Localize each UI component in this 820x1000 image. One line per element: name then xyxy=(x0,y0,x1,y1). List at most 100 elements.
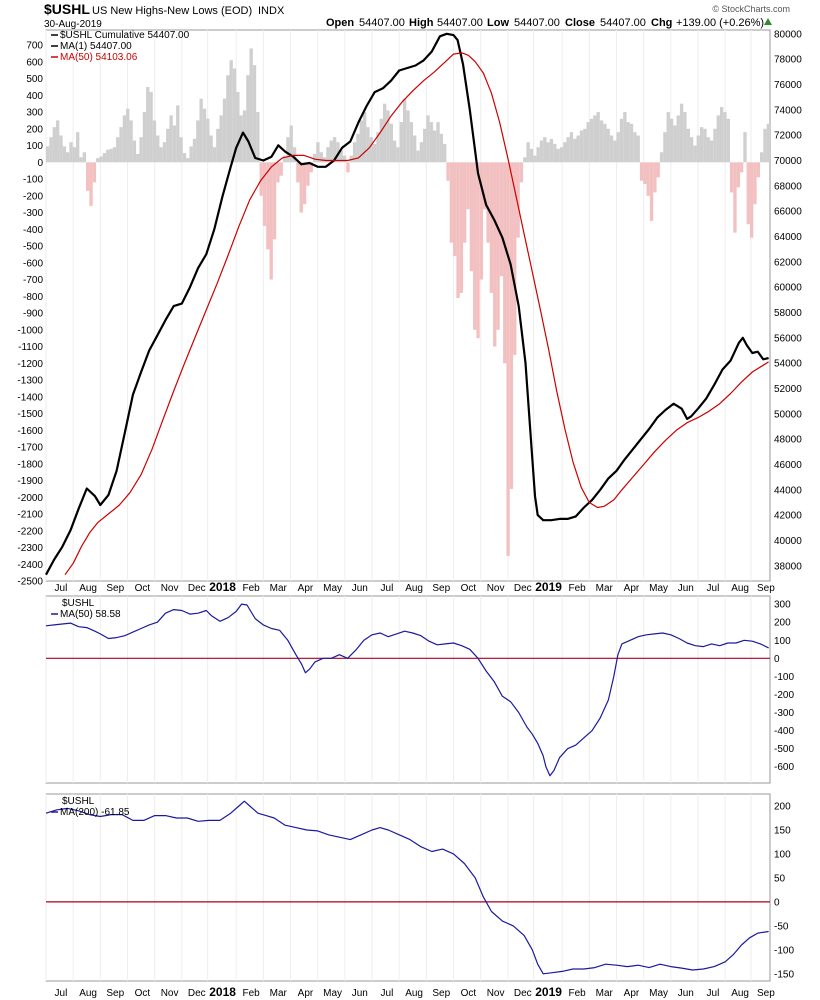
histogram-bar xyxy=(92,162,97,183)
histogram-bar xyxy=(272,162,277,240)
histogram-bar xyxy=(166,128,170,163)
x-tick-label: Jun xyxy=(678,988,694,999)
histogram-bar xyxy=(179,137,183,163)
histogram-bar xyxy=(526,142,530,163)
histogram-bar xyxy=(316,142,320,163)
histogram-bar xyxy=(469,162,474,272)
close-label: Close xyxy=(565,17,595,29)
histogram-bar xyxy=(262,162,267,226)
x-tick-label: Nov xyxy=(161,988,179,999)
right-tick-label: 40000 xyxy=(774,536,802,547)
histogram-bar xyxy=(676,115,680,163)
left-tick-label: -2300 xyxy=(17,543,43,554)
histogram-bar xyxy=(413,135,417,163)
histogram-bar xyxy=(446,162,450,181)
histogram-bar xyxy=(116,137,120,163)
chart-date: 30-Aug-2019 xyxy=(44,19,102,30)
right-tick-label: 200 xyxy=(774,618,791,629)
up-arrow-icon xyxy=(764,18,772,25)
histogram-bar xyxy=(479,162,484,280)
ma-line xyxy=(45,603,769,777)
histogram-bar xyxy=(346,162,350,173)
right-tick-label: 0 xyxy=(774,897,780,908)
histogram-bar xyxy=(159,147,163,163)
x-tick-label: Apr xyxy=(298,583,314,594)
histogram-bar xyxy=(416,150,420,163)
left-tick-label: -1600 xyxy=(17,426,43,437)
histogram-bar xyxy=(493,162,497,347)
histogram-bar xyxy=(699,127,704,163)
histogram-bar xyxy=(633,132,637,163)
histogram-bar xyxy=(459,162,464,293)
histogram-bar xyxy=(649,162,654,221)
right-tick-label: 300 xyxy=(774,600,791,611)
histogram-bar xyxy=(269,162,273,280)
histogram-bar xyxy=(406,110,410,163)
left-tick-label: -1200 xyxy=(17,359,43,370)
histogram-bar xyxy=(583,128,587,163)
histogram-bar xyxy=(579,130,584,163)
right-tick-label: 64000 xyxy=(774,232,802,243)
right-tick-label: 78000 xyxy=(774,55,802,66)
right-tick-label: 44000 xyxy=(774,485,802,496)
histogram-bar xyxy=(726,118,730,163)
x-tick-label: 2018 xyxy=(209,985,236,999)
histogram-bar xyxy=(192,138,197,163)
legend-entry: MA(50) 58.58 xyxy=(60,609,121,620)
histogram-bar xyxy=(309,162,313,173)
x-tick-label: Apr xyxy=(298,988,314,999)
x-tick-label: Apr xyxy=(624,988,640,999)
low-label: Low xyxy=(487,17,509,29)
x-tick-label: Mar xyxy=(596,583,614,594)
histogram-bar xyxy=(222,98,227,163)
x-tick-label: Jul xyxy=(707,988,720,999)
histogram-bar xyxy=(82,152,87,163)
right-tick-label: 76000 xyxy=(774,80,802,91)
left-tick-label: -1500 xyxy=(17,409,43,420)
histogram-bar xyxy=(759,152,764,163)
right-tick-label: 52000 xyxy=(774,384,802,395)
histogram-bar xyxy=(563,142,567,163)
right-tick-label: 60000 xyxy=(774,283,802,294)
histogram-bar xyxy=(366,127,370,163)
histogram-bar xyxy=(146,86,150,163)
histogram-bar xyxy=(142,112,147,163)
left-tick-label: -200 xyxy=(23,191,43,202)
right-tick-label: 50 xyxy=(774,873,786,884)
histogram-bar xyxy=(569,132,574,163)
histogram-bar xyxy=(226,75,230,163)
x-tick-label: 2019 xyxy=(535,580,562,594)
histogram-bar xyxy=(89,162,93,206)
left-tick-label: -1000 xyxy=(17,325,43,336)
histogram-bar xyxy=(683,112,687,163)
ma-line xyxy=(45,800,769,975)
exchange-label: INDX xyxy=(258,5,285,17)
x-tick-label: Oct xyxy=(135,583,151,594)
histogram-bar xyxy=(102,153,107,163)
histogram-bar xyxy=(149,91,153,163)
histogram-bar xyxy=(719,107,724,163)
histogram-bar xyxy=(729,162,734,193)
histogram-bar xyxy=(433,130,437,163)
x-tick-label: Apr xyxy=(624,583,640,594)
histogram-bar xyxy=(209,135,213,163)
histogram-bar xyxy=(206,118,210,163)
histogram-bar xyxy=(559,147,564,163)
left-tick-label: -2000 xyxy=(17,493,43,504)
low-value: 54407.00 xyxy=(514,17,560,29)
histogram-bar xyxy=(79,157,83,163)
histogram-bar xyxy=(202,108,207,163)
x-tick-label: May xyxy=(649,988,668,999)
right-tick-label: -200 xyxy=(774,690,794,701)
histogram-bar xyxy=(252,65,257,163)
left-tick-label: -600 xyxy=(23,258,43,269)
histogram-bar xyxy=(696,135,700,163)
histogram-bar xyxy=(286,137,290,163)
left-tick-label: -1300 xyxy=(17,376,43,387)
histogram-bar xyxy=(643,162,647,185)
histogram-bar xyxy=(473,162,477,330)
histogram-bar xyxy=(656,162,660,178)
x-tick-label: Jul xyxy=(707,583,720,594)
histogram-bar xyxy=(99,156,103,163)
